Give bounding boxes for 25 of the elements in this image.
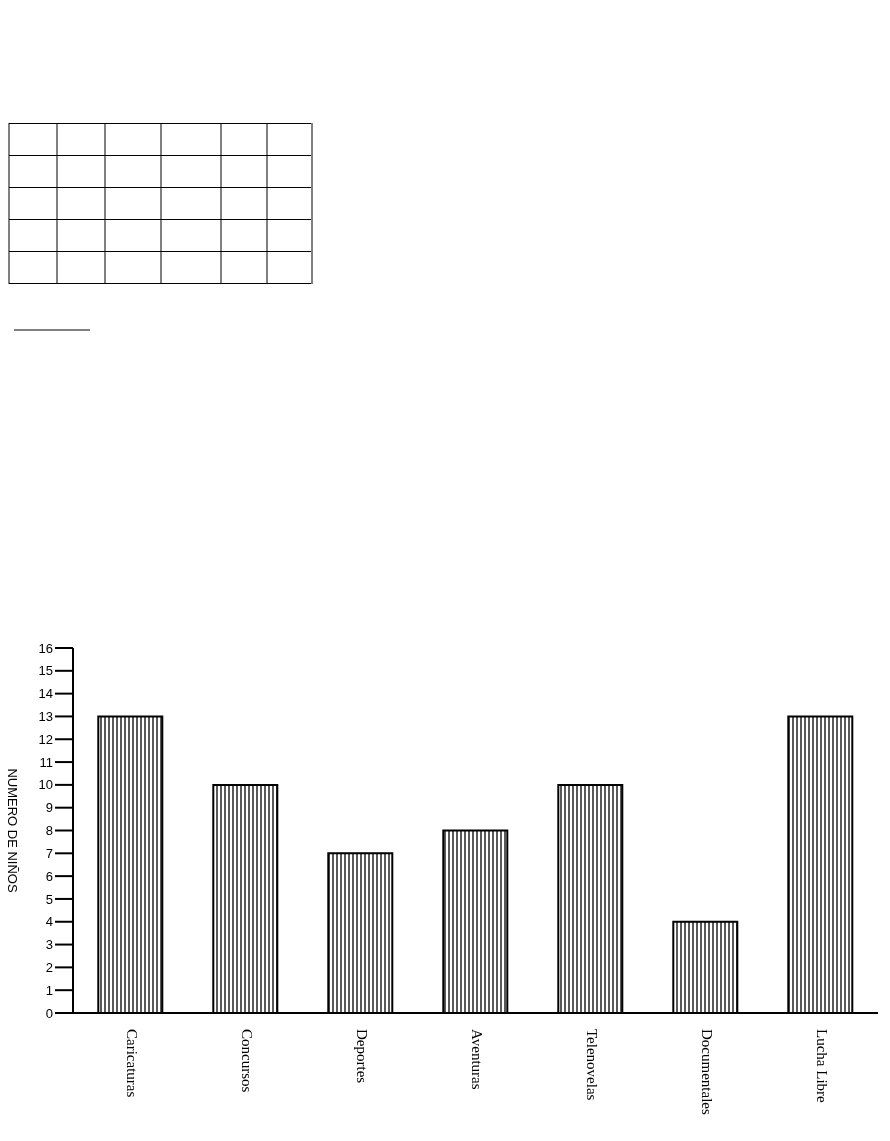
x-tick-label: Documentales <box>699 1029 716 1115</box>
y-axis-title: NUMERO DE NIÑOS <box>5 768 21 893</box>
y-tick-label: 14 <box>38 686 53 702</box>
x-tick-label: Aventuras <box>469 1029 486 1090</box>
y-tick-label: 1 <box>45 982 53 998</box>
y-tick-label: 15 <box>38 663 53 679</box>
x-tick-label: Concursos <box>239 1029 256 1093</box>
x-tick-label: Lucha Libre <box>814 1029 831 1104</box>
y-tick-label: 16 <box>38 640 53 656</box>
x-tick-label: Telenovelas <box>584 1029 601 1101</box>
y-tick-label: 6 <box>45 868 53 884</box>
y-tick-label: 8 <box>45 823 53 839</box>
x-tick-label: Caricaturas <box>124 1029 141 1098</box>
y-tick-label: 10 <box>38 777 53 793</box>
y-tick-label: 9 <box>45 800 53 816</box>
y-tick-label: 3 <box>45 937 53 953</box>
y-tick-label: 11 <box>39 754 53 770</box>
y-tick-label: 7 <box>45 845 53 861</box>
y-tick-label: 12 <box>38 731 53 747</box>
y-tick-label: 4 <box>45 914 53 930</box>
y-tick-label: 2 <box>45 959 53 975</box>
y-tick-label: 0 <box>45 1005 53 1021</box>
x-tick-label: Deportes <box>354 1029 371 1084</box>
y-tick-label: 13 <box>38 709 53 725</box>
y-tick-label: 5 <box>45 891 53 907</box>
